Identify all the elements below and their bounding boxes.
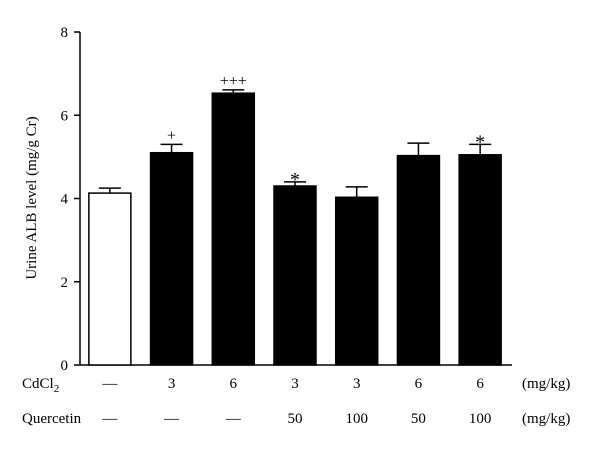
row-unit: (mg/kg): [522, 411, 570, 427]
bar: [458, 154, 502, 366]
row-label-main: Quercetin: [22, 411, 82, 427]
bar: [149, 151, 194, 366]
bars-group: ++++**: [88, 73, 502, 366]
bar: [396, 154, 441, 366]
significance-marker: *: [290, 169, 300, 191]
row-value: 100: [345, 411, 368, 427]
y-tick-label: 0: [61, 358, 69, 374]
row-label-subscript: 2: [54, 383, 60, 395]
y-tick-label: 4: [61, 192, 69, 208]
row-label: Quercetin: [22, 411, 82, 427]
row-label-main: CdCl: [22, 376, 54, 392]
row-value: 50: [411, 411, 426, 427]
row-unit: (mg/kg): [522, 376, 570, 392]
row-value: —: [101, 376, 118, 392]
y-tick-label: 8: [61, 25, 69, 41]
bar: [88, 192, 132, 366]
treatment-rows: CdCl2 — 3 6 3 3 6 6 (mg/kg) Quercetin — — — 50 100 50 10…: [22, 376, 570, 427]
row-value: —: [101, 411, 118, 427]
row-value: 6: [476, 376, 484, 392]
y-tick-label: 6: [61, 108, 69, 124]
y-tick-label: 2: [61, 275, 69, 291]
row-value: 50: [288, 411, 303, 427]
row-label: CdCl2: [22, 376, 59, 395]
row-value: 6: [230, 376, 238, 392]
row-value: 100: [469, 411, 492, 427]
row-value: 3: [353, 376, 361, 392]
bar: [273, 185, 317, 366]
row-value: 3: [291, 376, 299, 392]
row-value: 6: [415, 376, 423, 392]
row-value: —: [225, 411, 242, 427]
significance-marker: *: [475, 131, 485, 153]
row-value: 3: [168, 376, 176, 392]
bar: [211, 92, 256, 366]
significance-marker: +: [167, 127, 176, 144]
y-ticks: 0 2 4 6 8: [61, 25, 80, 374]
bar: [334, 196, 379, 366]
row-value: —: [163, 411, 180, 427]
significance-marker: +++: [220, 73, 247, 90]
y-axis-label: Urine ALB level (mg/g Cr): [24, 116, 40, 279]
